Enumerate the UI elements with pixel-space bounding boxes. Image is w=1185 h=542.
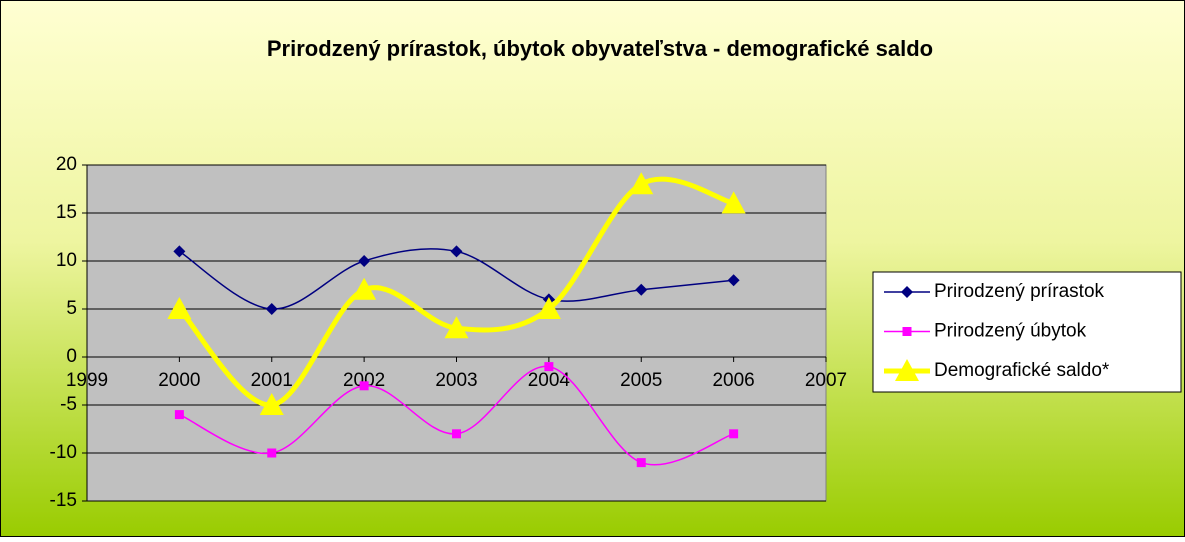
legend-label: Prirodzený prírastok [934, 281, 1105, 302]
x-tick-label: 1999 [66, 370, 108, 391]
marker [629, 172, 654, 195]
y-tick-label: 20 [56, 154, 77, 175]
marker [721, 191, 746, 214]
marker [450, 245, 463, 258]
marker [635, 283, 648, 296]
y-tick-label: -10 [50, 442, 77, 463]
x-tick-label: 2006 [712, 370, 754, 391]
marker [167, 297, 192, 319]
legend-marker [895, 359, 919, 381]
x-tick-label: 2005 [620, 370, 662, 391]
chart-title: Prirodzený prírastok, úbytok obyvateľstv… [267, 36, 933, 61]
marker [544, 362, 554, 372]
marker [727, 274, 740, 287]
x-tick-label: 2002 [343, 370, 385, 391]
x-tick-label: 2004 [528, 370, 571, 391]
marker [352, 277, 377, 300]
x-tick-label: 2003 [435, 370, 477, 391]
marker [536, 297, 561, 319]
marker [452, 429, 461, 439]
legend-label: Demografické saldo* [934, 360, 1110, 381]
y-tick-label: 5 [66, 298, 77, 319]
marker [729, 429, 739, 439]
y-tick-label: -15 [50, 490, 77, 511]
marker [174, 410, 184, 420]
legend-label: Prirodzený úbytok [934, 321, 1087, 342]
marker [259, 393, 284, 415]
marker [359, 381, 369, 391]
marker [636, 458, 646, 468]
marker [265, 303, 278, 315]
y-tick-label: 15 [56, 202, 77, 223]
y-tick-label: 0 [66, 346, 77, 367]
marker [358, 255, 371, 267]
marker [267, 448, 277, 458]
legend-marker [902, 327, 912, 336]
y-tick-label: -5 [60, 394, 77, 415]
x-tick-label: 2001 [251, 370, 293, 391]
x-tick-label: 2000 [158, 370, 200, 391]
legend-marker [901, 286, 913, 298]
x-tick-label: 2007 [805, 370, 847, 391]
y-tick-label: 10 [56, 250, 77, 271]
marker [173, 245, 186, 258]
marker [444, 316, 469, 339]
